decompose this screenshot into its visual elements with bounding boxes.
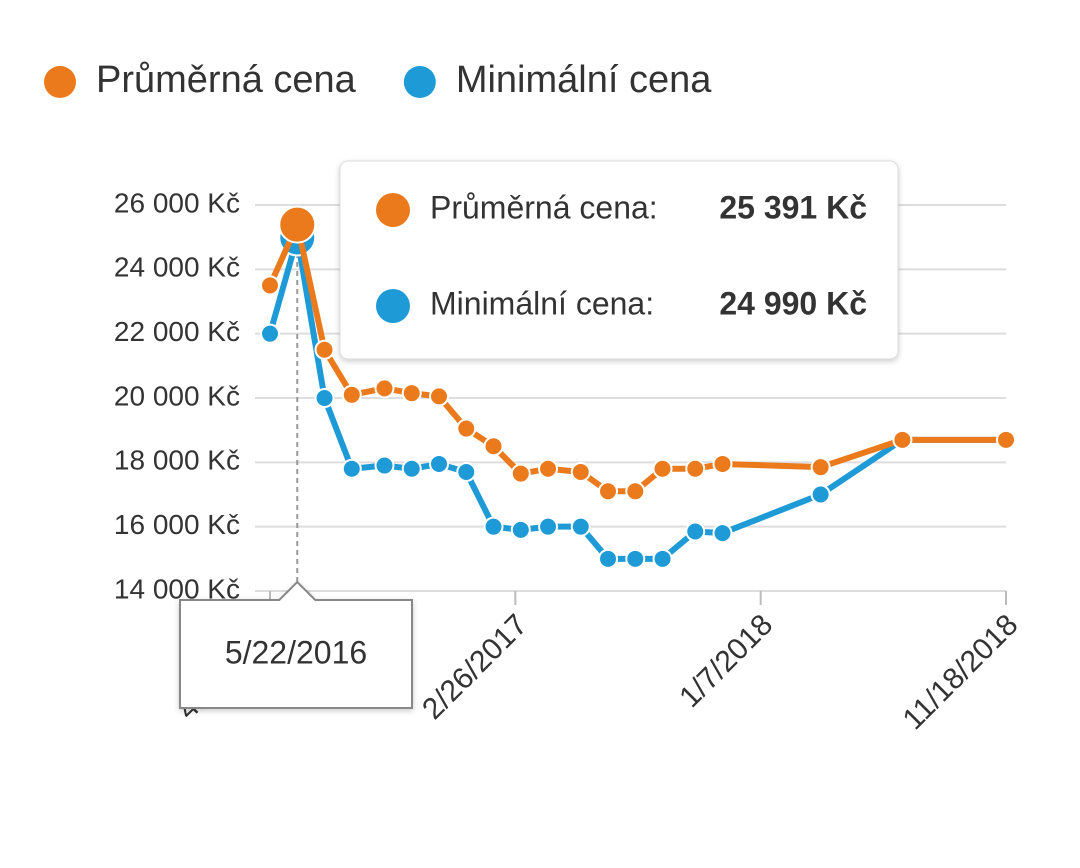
data-point[interactable]	[314, 388, 335, 408]
data-point[interactable]	[401, 458, 422, 479]
data-point[interactable]	[996, 429, 1016, 450]
data-point[interactable]	[570, 461, 591, 482]
data-point[interactable]	[652, 458, 673, 479]
tooltip-marker	[376, 193, 410, 227]
y-tick-label: 20 000 Kč	[114, 380, 240, 411]
data-point[interactable]	[374, 378, 395, 399]
data-point[interactable]	[341, 458, 362, 479]
tooltip-value: 24 990 Kč	[719, 285, 867, 321]
data-point[interactable]	[278, 205, 317, 244]
tooltip-value: 25 391 Kč	[719, 189, 867, 225]
tooltip-name: Průměrná cena:	[430, 189, 658, 225]
legend-marker	[403, 66, 436, 98]
y-tick-label: 16 000 Kč	[114, 509, 240, 540]
data-point[interactable]	[456, 461, 477, 482]
data-point[interactable]	[483, 436, 504, 457]
data-point[interactable]	[570, 516, 591, 537]
data-point[interactable]	[810, 457, 831, 478]
legend-label[interactable]: Průměrná cena	[96, 59, 357, 101]
x-tick-label: 11/18/2018	[897, 608, 1025, 736]
date-tooltip-box	[179, 580, 413, 709]
data-point[interactable]	[401, 383, 422, 404]
data-point[interactable]	[712, 523, 733, 544]
data-point[interactable]	[341, 384, 362, 405]
y-tick-label: 18 000 Kč	[114, 445, 240, 476]
y-tick-label: 26 000 Kč	[114, 187, 240, 218]
tooltip-box	[339, 160, 899, 360]
x-tick-label: 1/7/2018	[673, 608, 779, 714]
data-point[interactable]	[685, 521, 706, 542]
date-tooltip-label: 5/22/2016	[225, 634, 367, 670]
data-point[interactable]	[538, 458, 559, 479]
legend-label[interactable]: Minimální cena	[456, 59, 712, 101]
data-point[interactable]	[510, 519, 531, 540]
tooltip-marker	[376, 289, 410, 323]
data-point[interactable]	[260, 275, 280, 296]
data-point[interactable]	[712, 453, 733, 474]
tooltip-name: Minimální cena:	[430, 285, 654, 321]
y-tick-label: 22 000 Kč	[114, 316, 240, 347]
data-point[interactable]	[429, 386, 450, 407]
data-point[interactable]	[374, 455, 395, 476]
data-point[interactable]	[652, 548, 673, 569]
data-point[interactable]	[810, 484, 831, 505]
data-point[interactable]	[598, 481, 619, 502]
data-point[interactable]	[314, 339, 335, 360]
data-point[interactable]	[598, 548, 619, 569]
data-point[interactable]	[538, 516, 559, 537]
data-point[interactable]	[892, 429, 913, 450]
legend-marker	[44, 66, 76, 98]
data-point[interactable]	[625, 548, 646, 569]
data-point[interactable]	[456, 418, 477, 439]
data-point[interactable]	[510, 463, 531, 484]
data-point[interactable]	[429, 453, 450, 474]
data-point[interactable]	[685, 458, 706, 479]
data-point[interactable]	[625, 481, 646, 502]
data-point[interactable]	[260, 323, 280, 344]
x-tick-label: 2/26/2017	[416, 608, 534, 726]
y-tick-label: 24 000 Kč	[114, 252, 240, 283]
data-point[interactable]	[483, 516, 504, 537]
